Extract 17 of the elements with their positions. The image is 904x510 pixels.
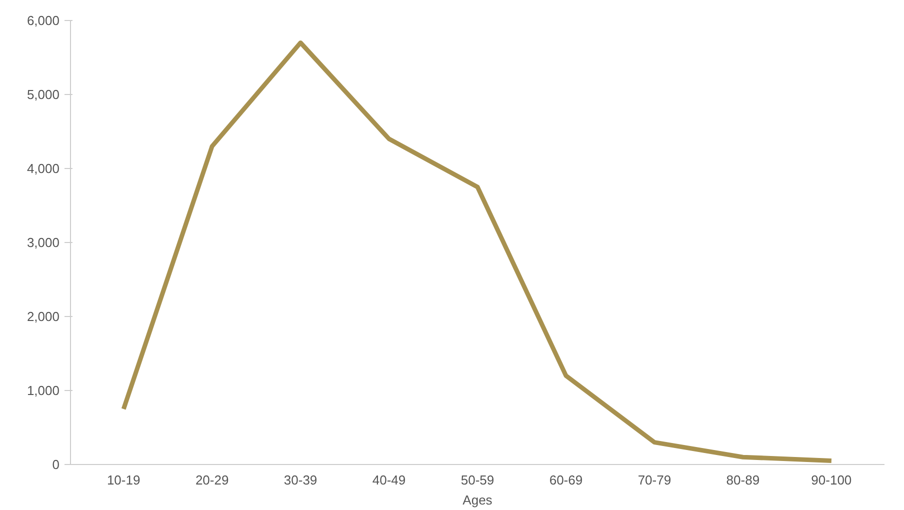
y-tick-label: 6,000 bbox=[26, 13, 60, 28]
x-tick-label: 10-19 bbox=[106, 472, 140, 488]
y-tick-label: 4,000 bbox=[26, 161, 60, 176]
x-tick-label: 60-69 bbox=[549, 472, 583, 488]
y-tick-label: 5,000 bbox=[26, 87, 60, 102]
y-tick-label: 1,000 bbox=[26, 383, 60, 398]
x-tick-label: 90-100 bbox=[811, 472, 852, 488]
x-tick-label: 30-39 bbox=[284, 472, 318, 488]
y-tick-label: 2,000 bbox=[26, 309, 60, 324]
y-tick-label: 0 bbox=[52, 457, 60, 472]
x-tick-label: 80-89 bbox=[726, 472, 760, 488]
x-tick-label: 40-49 bbox=[372, 472, 406, 488]
x-tick-label: 70-79 bbox=[638, 472, 672, 488]
y-tick-label: 3,000 bbox=[26, 235, 60, 250]
x-axis-title: Ages bbox=[462, 492, 493, 508]
x-tick-label: 50-59 bbox=[460, 472, 494, 488]
x-tick-label: 20-29 bbox=[195, 472, 229, 488]
